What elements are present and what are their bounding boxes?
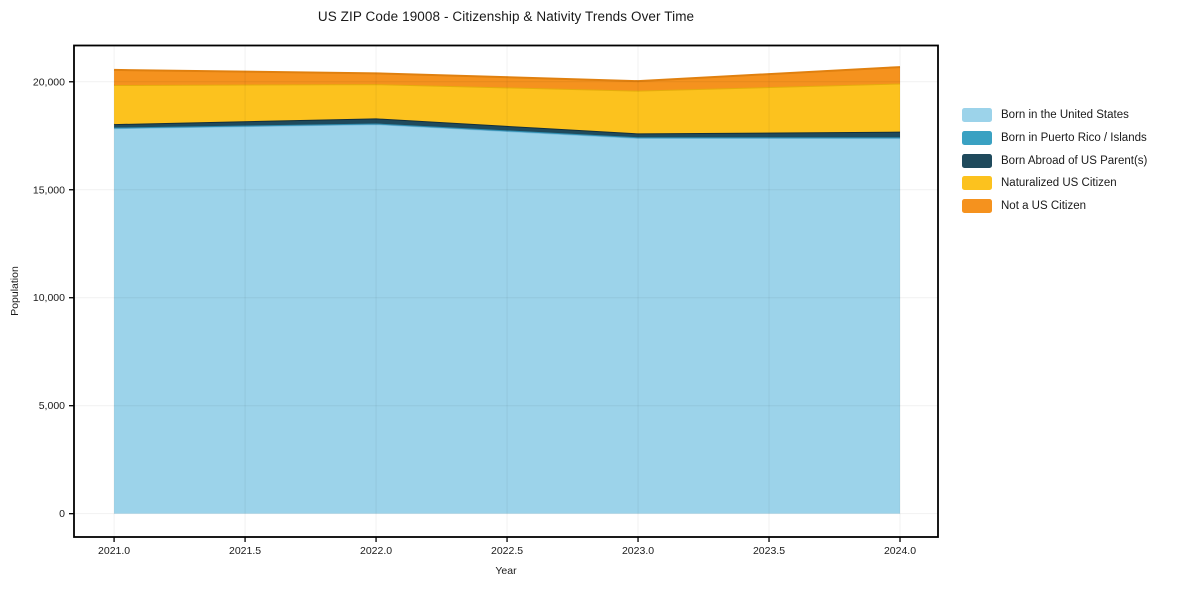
legend-swatch xyxy=(962,176,992,191)
legend: Born in the United States Born in Puerto … xyxy=(962,104,1147,217)
y-tick-label: 5,000 xyxy=(39,400,65,412)
legend-swatch xyxy=(962,108,992,123)
area-naturalized-us-citizen xyxy=(114,83,901,134)
area-born-in-the-united-states xyxy=(114,124,901,514)
x-axis-label: Year xyxy=(495,565,517,577)
legend-label: Not a US Citizen xyxy=(1001,200,1087,213)
legend-label: Born in the United States xyxy=(1001,109,1129,122)
legend-swatch xyxy=(962,199,992,214)
area-edge-not-a-us-citizen xyxy=(114,66,901,83)
y-tick-label: 10,000 xyxy=(33,292,65,304)
plot-border xyxy=(73,44,939,538)
area-born-abroad-of-us-parent-s xyxy=(114,118,901,138)
legend-label: Naturalized US Citizen xyxy=(1001,177,1117,190)
x-tick-label: 2022.0 xyxy=(360,545,392,557)
legend-item-born-abroad-of-us-parent-s: Born Abroad of US Parent(s) xyxy=(962,149,1147,172)
y-tick-label: 15,000 xyxy=(33,184,65,196)
x-tick-label: 2023.0 xyxy=(622,545,654,557)
legend-label: Born in Puerto Rico / Islands xyxy=(1001,132,1147,145)
legend-item-not-a-us-citizen: Not a US Citizen xyxy=(962,195,1147,218)
x-tick-label: 2021.0 xyxy=(98,545,130,557)
x-tick-label: 2022.5 xyxy=(491,545,523,557)
legend-item-naturalized-us-citizen: Naturalized US Citizen xyxy=(962,172,1147,195)
legend-swatch xyxy=(962,131,992,146)
legend-swatch xyxy=(962,153,992,168)
legend-item-born-in-puerto-rico-islands: Born in Puerto Rico / Islands xyxy=(962,127,1147,150)
legend-item-born-in-the-united-states: Born in the United States xyxy=(962,104,1147,127)
y-tick-label: 0 xyxy=(59,508,65,520)
x-tick-label: 2023.5 xyxy=(753,545,785,557)
x-tick-label: 2024.0 xyxy=(884,545,916,557)
x-tick-label: 2021.5 xyxy=(229,545,261,557)
chart-title: US ZIP Code 19008 - Citizenship & Nativi… xyxy=(317,9,695,24)
y-tick-label: 20,000 xyxy=(33,76,65,88)
legend-label: Born Abroad of US Parent(s) xyxy=(1001,154,1148,167)
y-axis-label: Population xyxy=(9,266,21,316)
